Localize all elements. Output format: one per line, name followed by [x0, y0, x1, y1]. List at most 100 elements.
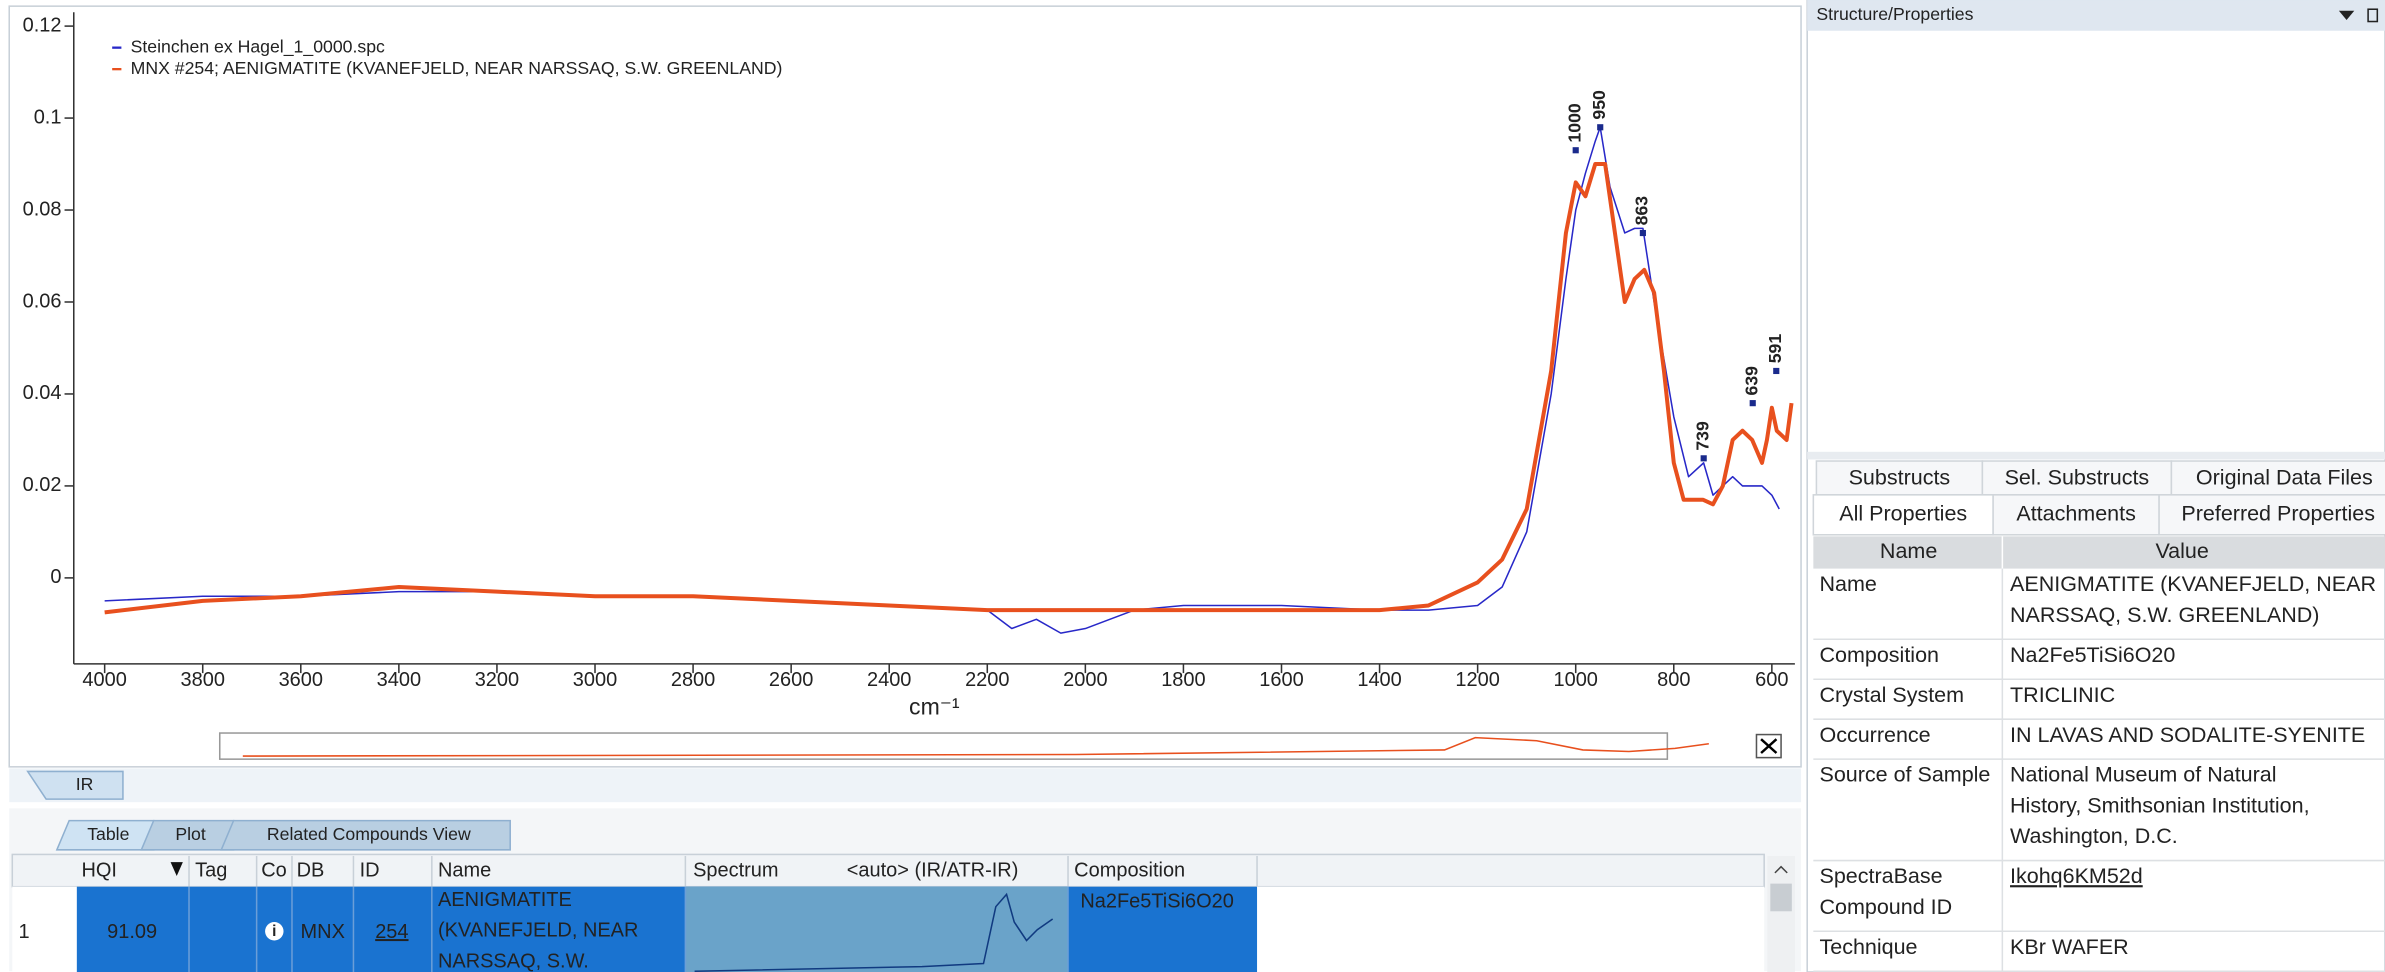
pin-icon[interactable]	[2367, 8, 2379, 23]
peak-label: 591	[1765, 334, 1785, 364]
x-tick-label: 3000	[573, 669, 617, 691]
property-name: Compound ID	[1819, 895, 1952, 919]
column-header[interactable]: <auto> (IR/ATR-IR)	[847, 860, 1019, 882]
x-tick-label: 800	[1657, 669, 1690, 691]
x-tick-label: 3800	[181, 669, 225, 691]
sort-icon	[170, 862, 183, 876]
property-value: TRICLINIC	[2010, 683, 2115, 707]
view-tab-label: Table	[87, 824, 129, 844]
name-cell: AENIGMATITE	[438, 889, 572, 911]
properties-table: Substructs Sel. Substructs Original Data F…	[1812, 460, 2385, 972]
x-tick-label: 2200	[965, 669, 1009, 691]
info-icon[interactable]	[265, 922, 284, 941]
x-tick-label: 2000	[1063, 669, 1107, 691]
legend-label[interactable]: MNX #254; AENIGMATITE (KVANEFJELD, NEAR …	[131, 58, 783, 78]
peak-label: 739	[1692, 421, 1712, 451]
property-name: Crystal System	[1819, 683, 1964, 707]
property-value: National Museum of Natural	[2010, 763, 2276, 787]
peak-label: 1000	[1564, 103, 1584, 142]
legend-label[interactable]: Steinchen ex Hagel_1_0000.spc	[131, 36, 385, 57]
y-tick-label: 0.06	[23, 290, 62, 312]
property-value: History, Smithsonian Institution,	[2010, 793, 2310, 817]
spectrum-thumbnail	[694, 892, 1054, 972]
properties-title: Structure/Properties	[1816, 4, 1973, 24]
dropdown-icon[interactable]	[2338, 10, 2355, 20]
view-tab-label: Plot	[175, 824, 206, 844]
properties-header	[1807, 0, 2385, 31]
property-tab[interactable]	[2158, 494, 2385, 536]
property-tab-label: All Properties	[1839, 502, 1967, 526]
property-tab[interactable]	[1981, 460, 2173, 496]
property-value: AENIGMATITE (KVANEFJELD, NEAR	[2010, 572, 2376, 596]
property-col-header: Value	[2155, 539, 2208, 563]
property-name: SpectraBase	[1819, 864, 1942, 888]
y-tick-label: 0.08	[23, 198, 62, 220]
plot-panel	[8, 5, 1802, 768]
column-header[interactable]: Co	[261, 860, 287, 882]
property-tab-label: Attachments	[2016, 502, 2136, 526]
table-header	[11, 853, 1765, 888]
property-tab-label: Sel. Substructs	[2005, 465, 2150, 489]
plot-tab-label: IR	[76, 774, 94, 794]
x-tick-label: 3400	[377, 669, 421, 691]
property-name: Name	[1819, 572, 1876, 596]
property-value: NARSSAQ, S.W. GREENLAND)	[2010, 603, 2319, 627]
column-header[interactable]: Tag	[195, 860, 227, 882]
property-link[interactable]: Ikohq6KM52d	[2010, 864, 2143, 888]
column-header[interactable]: Name	[438, 860, 491, 882]
peak-marker	[1639, 229, 1646, 237]
spectrum-line	[104, 161, 1794, 615]
composition-cell: Na2Fe5TiSi6O20	[1080, 890, 1234, 912]
scroll-up[interactable]	[1774, 865, 1788, 874]
x-tick-label: 1000	[1553, 669, 1597, 691]
x-axis-label: cm⁻¹	[909, 694, 960, 720]
view-tab-label: Related Compounds View	[267, 824, 471, 844]
property-tab[interactable]	[1812, 494, 1994, 536]
view-tab[interactable]	[220, 819, 511, 851]
plot-tab-strip	[9, 768, 1802, 803]
view-tabs: Table Plot Related Compounds View	[55, 819, 511, 851]
hqi-cell: 91.09	[107, 921, 157, 943]
scrollbar[interactable]	[1767, 855, 1795, 972]
splitter	[1807, 451, 2385, 460]
property-name: Source of Sample	[1819, 763, 1990, 787]
column-header[interactable]: DB	[297, 860, 325, 882]
column-header[interactable]: ID	[360, 860, 380, 882]
y-tick-label: 0.04	[23, 382, 62, 404]
property-name: Technique	[1819, 935, 1917, 959]
property-tab-label: Substructs	[1849, 465, 1951, 489]
property-tab-label: Preferred Properties	[2181, 502, 2375, 526]
property-value: KBr WAFER	[2010, 935, 2129, 959]
column-header[interactable]: HQI	[81, 860, 117, 882]
results-table: HQI Tag Co DB ID Name Spectrum <auto> (IR/ATR-I…	[11, 853, 1795, 972]
x-tick-label: 1800	[1161, 669, 1205, 691]
property-tab[interactable]	[1815, 460, 1984, 496]
y-tick-label: 0.12	[23, 14, 62, 36]
x-tick-label: 2400	[867, 669, 911, 691]
property-name: Composition	[1819, 643, 1939, 667]
peak-label: 863	[1632, 196, 1652, 226]
x-tick-label: 3600	[279, 669, 323, 691]
name-cell: (KVANEFJELD, NEAR	[438, 920, 638, 942]
y-tick-label: 0.02	[23, 474, 62, 496]
property-tab[interactable]	[2170, 460, 2385, 496]
name-cell: NARSSAQ, S.W.	[438, 950, 589, 972]
row-index: 1	[18, 921, 29, 943]
id-link[interactable]: 254	[375, 921, 408, 943]
peak-marker	[1572, 147, 1579, 154]
x-tick-label: 3200	[475, 669, 519, 691]
column-header[interactable]: Spectrum	[693, 860, 778, 882]
x-tick-label: 2800	[671, 669, 715, 691]
plot-tab[interactable]	[26, 770, 124, 800]
property-header	[1813, 536, 2385, 569]
peak-marker	[1749, 400, 1756, 407]
overview-trace	[242, 736, 1709, 757]
column-header[interactable]: Composition	[1074, 860, 1185, 882]
property-tab[interactable]	[1992, 494, 2160, 536]
property-tab-label: Original Data Files	[2196, 465, 2373, 489]
scroll-thumb[interactable]	[1770, 883, 1792, 912]
close-icon	[1760, 738, 1778, 754]
x-tick-label: 600	[1755, 669, 1788, 691]
